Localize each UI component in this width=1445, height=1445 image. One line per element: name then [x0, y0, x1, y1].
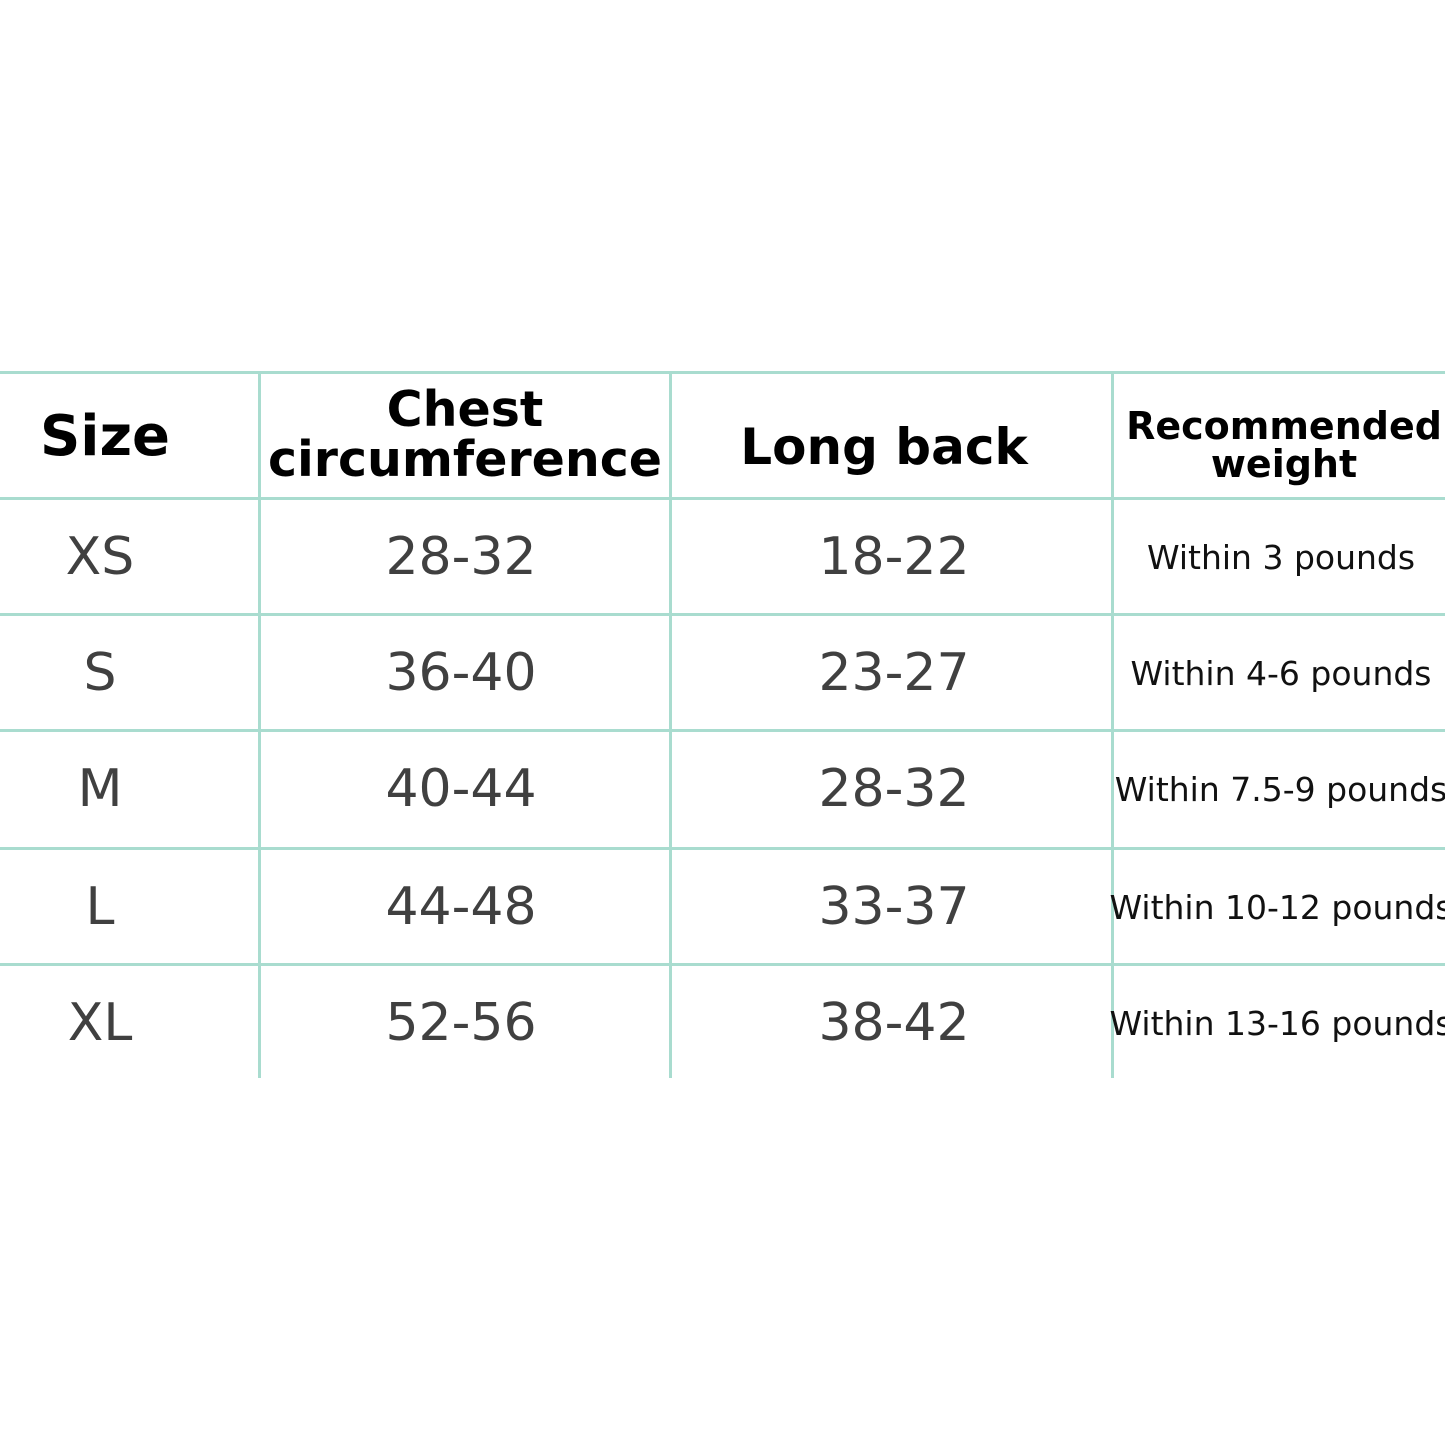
- cell-chest: 28-32: [385, 527, 537, 587]
- header-chest-line1: Chest: [386, 381, 544, 438]
- cell-weight: Within 7.5-9 pounds: [1114, 769, 1445, 809]
- header-chest: Chest circumference: [261, 380, 669, 490]
- divider: [669, 372, 672, 1078]
- header-long-back: Long back: [740, 418, 1028, 476]
- header-weight: Recommended weight: [1114, 400, 1445, 490]
- cell-weight: Within 13-16 pounds: [1109, 1003, 1445, 1043]
- cell-long-back: 18-22: [818, 527, 970, 587]
- cell-size: L: [85, 877, 115, 937]
- cell-size: S: [83, 643, 117, 703]
- cell-chest: 36-40: [385, 643, 537, 703]
- divider: [0, 847, 1445, 850]
- divider: [0, 613, 1445, 616]
- cell-long-back: 38-42: [818, 993, 970, 1053]
- header-size: Size: [39, 403, 171, 469]
- cell-weight: Within 4-6 pounds: [1130, 653, 1432, 693]
- cell-chest: 40-44: [385, 759, 537, 819]
- divider: [0, 729, 1445, 732]
- cell-size: XL: [67, 993, 133, 1053]
- header-weight-line1: Recommended: [1126, 404, 1442, 448]
- cell-long-back: 23-27: [818, 643, 970, 703]
- cell-chest: 52-56: [385, 993, 537, 1053]
- header-weight-line2: weight: [1210, 442, 1358, 486]
- divider: [0, 371, 1445, 374]
- divider: [0, 497, 1445, 500]
- cell-chest: 44-48: [385, 877, 537, 937]
- cell-long-back: 33-37: [818, 877, 970, 937]
- cell-weight: Within 3 pounds: [1146, 537, 1416, 577]
- cell-size: M: [77, 759, 123, 819]
- cell-size: XS: [65, 527, 135, 587]
- cell-long-back: 28-32: [818, 759, 970, 819]
- divider: [0, 963, 1445, 966]
- cell-weight: Within 10-12 pounds: [1109, 887, 1445, 927]
- divider: [1111, 372, 1114, 1078]
- header-chest-line2: circumference: [267, 431, 663, 488]
- divider: [258, 372, 261, 1078]
